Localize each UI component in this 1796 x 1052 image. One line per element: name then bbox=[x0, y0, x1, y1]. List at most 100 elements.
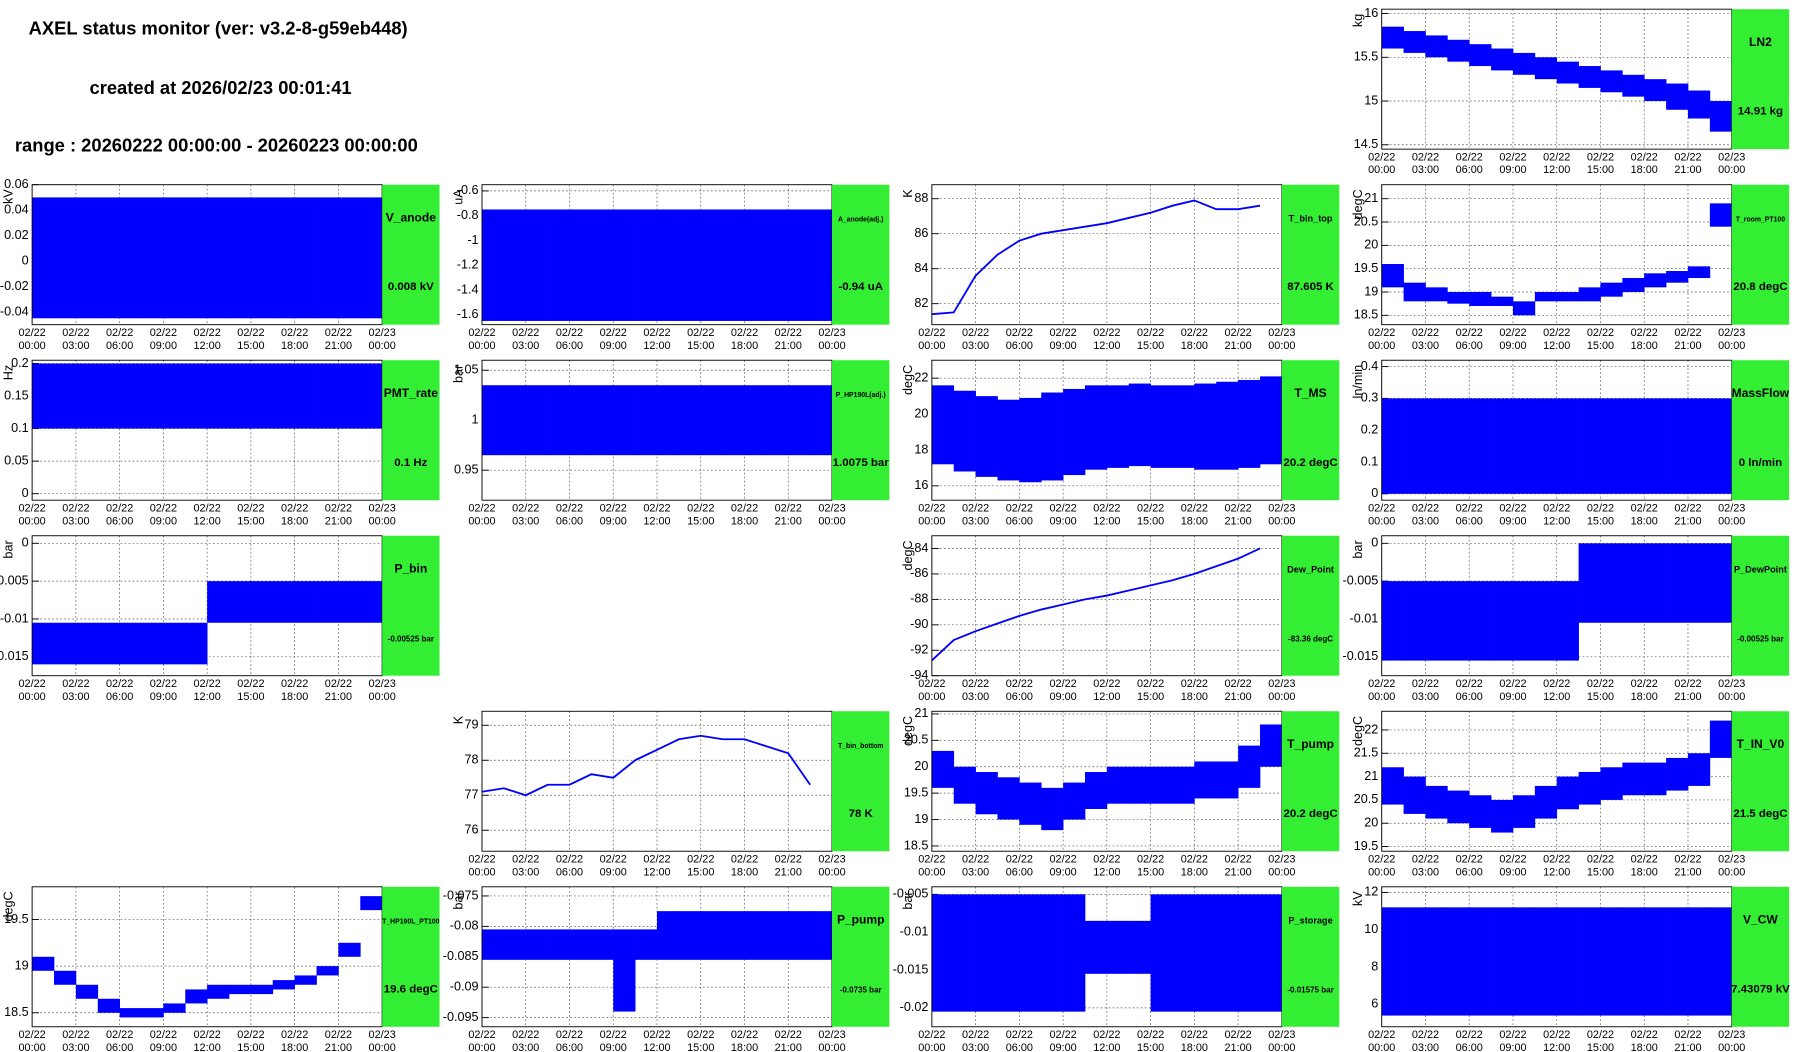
band-segment bbox=[1041, 787, 1064, 831]
status-value: 19.6 degC bbox=[384, 983, 438, 995]
x-tick-label: 02/22 15:00 bbox=[237, 503, 264, 528]
band-segment bbox=[1709, 907, 1733, 1016]
y-tick-label: 76 bbox=[465, 823, 479, 837]
band-segment bbox=[953, 766, 976, 804]
band-segment bbox=[316, 363, 339, 429]
y-axis-label: K bbox=[451, 715, 465, 724]
x-tick-label: 02/22 12:00 bbox=[643, 327, 670, 352]
x-tick-label: 02/22 21:00 bbox=[775, 327, 802, 352]
y-axis-label: bar bbox=[1351, 540, 1365, 558]
status-name: V_CW bbox=[1743, 913, 1778, 927]
status-value: 87.605 K bbox=[1287, 281, 1334, 293]
status-name: P_DewPoint bbox=[1734, 564, 1787, 574]
band-segment bbox=[700, 209, 723, 321]
x-tick-label: 02/22 03:00 bbox=[1412, 678, 1439, 703]
band-segment bbox=[250, 197, 274, 319]
status-value: 0.1 Hz bbox=[394, 457, 427, 469]
band-segment bbox=[657, 385, 680, 456]
y-axis-label: K bbox=[901, 189, 915, 198]
y-tick-label: -0.01 bbox=[900, 925, 929, 939]
band-segment bbox=[1600, 767, 1623, 800]
x-tick-label: 02/22 00:00 bbox=[468, 503, 495, 528]
band-segment bbox=[1644, 273, 1667, 288]
x-tick-label: 02/23 00:00 bbox=[818, 503, 845, 528]
y-tick-label: 0.3 bbox=[1361, 391, 1379, 405]
band-segment bbox=[1600, 282, 1623, 297]
band-segment bbox=[1447, 292, 1470, 304]
band-segment bbox=[185, 363, 208, 429]
band-segment bbox=[1687, 398, 1711, 494]
x-tick-label: 02/22 21:00 bbox=[325, 1029, 352, 1052]
band-segment bbox=[547, 929, 570, 960]
band-segment bbox=[678, 209, 702, 321]
band-segment bbox=[788, 911, 811, 960]
x-tick-label: 02/22 15:00 bbox=[687, 1029, 714, 1052]
panel: 02/22 00:00 02/22 03:00 02/22 06:00 02/22 09:00… bbox=[451, 710, 890, 879]
band-segment bbox=[1425, 581, 1448, 661]
band-segment bbox=[1403, 282, 1426, 302]
panel: 02/22 00:00 02/22 03:00 02/22 06:00 02/22 09:00… bbox=[1343, 535, 1790, 703]
y-tick-label: 14.5 bbox=[1354, 137, 1379, 151]
band-segment bbox=[1512, 398, 1536, 494]
created-time: created at 2026/02/23 00:01:41 bbox=[90, 77, 352, 98]
x-tick-label: 02/22 15:00 bbox=[1587, 1029, 1614, 1052]
x-tick-label: 02/22 09:00 bbox=[600, 327, 627, 352]
band-segment bbox=[1447, 398, 1470, 494]
status-box bbox=[382, 886, 440, 1027]
band-segment bbox=[700, 911, 723, 960]
status-box bbox=[382, 184, 440, 325]
panel: 02/22 00:00 02/22 03:00 02/22 06:00 02/22 09:00… bbox=[901, 184, 1340, 352]
y-tick-label: -0.015 bbox=[1343, 649, 1379, 663]
y-tick-label: 22 bbox=[914, 370, 928, 384]
x-tick-label: 02/22 00:00 bbox=[1368, 503, 1395, 528]
x-tick-label: 02/22 03:00 bbox=[62, 327, 89, 352]
band-segment bbox=[1622, 74, 1645, 97]
band-segment bbox=[1381, 264, 1404, 288]
band-segment bbox=[163, 363, 186, 429]
x-tick-label: 02/22 15:00 bbox=[687, 503, 714, 528]
x-tick-label: 02/22 03:00 bbox=[512, 854, 539, 879]
y-tick-label: 82 bbox=[914, 296, 928, 310]
y-axis-label: degC bbox=[2, 891, 16, 921]
x-tick-label: 02/22 15:00 bbox=[1137, 854, 1164, 879]
band-segment bbox=[229, 984, 252, 995]
x-tick-label: 02/22 06:00 bbox=[556, 854, 583, 879]
band-segment bbox=[766, 911, 789, 960]
panel: 02/22 00:00 02/22 03:00 02/22 06:00 02/22 09:00… bbox=[443, 886, 890, 1052]
status-value: 1.0075 bar bbox=[833, 457, 890, 469]
band-segment bbox=[1578, 66, 1601, 88]
page-title: AXEL status monitor (ver: v3.2-8-g59eb44… bbox=[29, 17, 408, 38]
band-segment bbox=[1019, 397, 1042, 483]
y-tick-label: -0.8 bbox=[457, 208, 479, 222]
x-tick-label: 02/22 06:00 bbox=[1456, 327, 1483, 352]
y-axis-label: bar bbox=[2, 540, 16, 558]
x-tick-label: 02/22 18:00 bbox=[731, 503, 758, 528]
x-tick-label: 02/22 15:00 bbox=[237, 327, 264, 352]
band-segment bbox=[1084, 920, 1108, 974]
band-segment bbox=[97, 197, 120, 319]
y-tick-label: -0.015 bbox=[893, 962, 929, 976]
band-segment bbox=[481, 929, 505, 960]
band-segment bbox=[1194, 761, 1217, 799]
band-segment bbox=[1556, 398, 1579, 494]
band-segment bbox=[1622, 278, 1645, 293]
x-tick-label: 02/22 15:00 bbox=[1137, 327, 1164, 352]
band-segment bbox=[272, 197, 295, 319]
x-tick-label: 02/22 03:00 bbox=[62, 678, 89, 703]
x-tick-label: 02/23 00:00 bbox=[1718, 678, 1745, 703]
band-segment bbox=[1150, 894, 1173, 1012]
status-box bbox=[1731, 886, 1790, 1027]
x-tick-label: 02/22 00:00 bbox=[918, 678, 945, 703]
band-segment bbox=[1469, 907, 1492, 1016]
band-segment bbox=[1259, 724, 1283, 767]
x-tick-label: 02/22 09:00 bbox=[1049, 327, 1076, 352]
band-segment bbox=[1600, 70, 1623, 93]
y-tick-label: -0.005 bbox=[0, 573, 29, 587]
band-segment bbox=[360, 197, 383, 319]
y-tick-label: 15 bbox=[1364, 93, 1378, 107]
band-segment bbox=[1216, 894, 1239, 1012]
band-segment bbox=[1534, 581, 1558, 661]
band-segment bbox=[810, 209, 833, 321]
panel: 02/22 00:00 02/22 03:00 02/22 06:00 02/22 09:00… bbox=[0, 535, 440, 703]
band-segment bbox=[700, 385, 723, 456]
